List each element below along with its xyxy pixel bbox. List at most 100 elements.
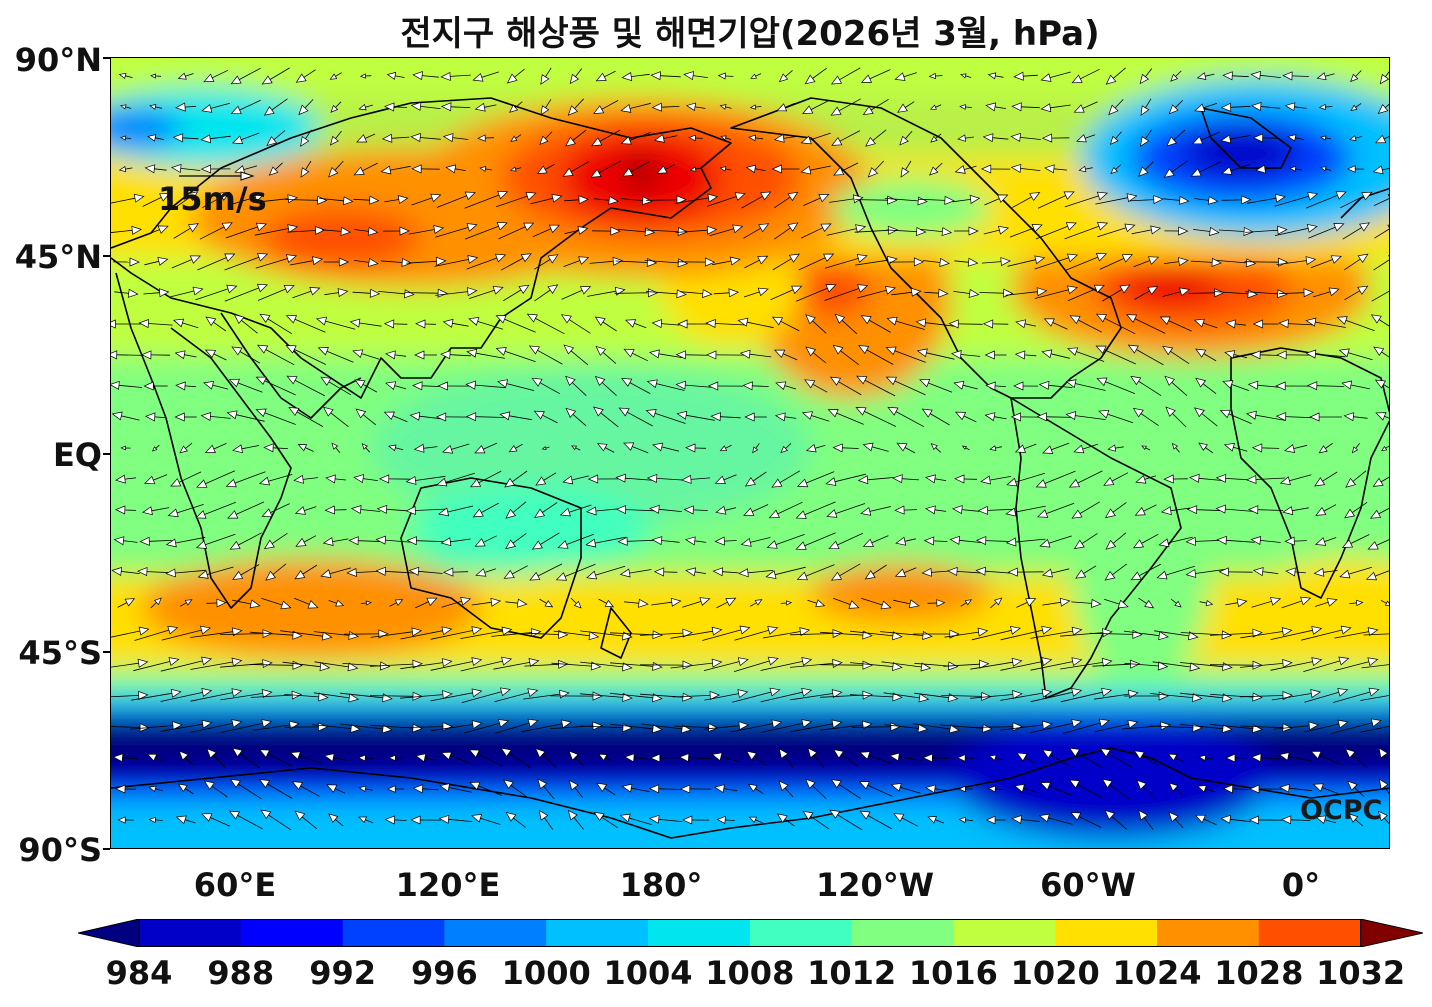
wind-arrow-shaft — [213, 353, 227, 361]
pressure-field — [111, 58, 1389, 848]
wind-arrow-head — [204, 444, 216, 453]
lon-label-60w: 60°W — [1040, 866, 1136, 904]
wind-arrow-head — [807, 747, 818, 759]
wind-arrow-shaft — [962, 384, 978, 390]
wind-arrow-head — [652, 724, 663, 734]
wind-arrow-head — [621, 631, 633, 641]
wind-arrow-head — [201, 688, 213, 697]
wind-arrow-head — [350, 723, 361, 734]
wind-arrow-shaft — [615, 260, 648, 263]
wind-arrow-shaft — [1273, 725, 1310, 730]
wind-arrow-head — [115, 474, 126, 484]
wind-arrow-shaft — [190, 692, 233, 702]
wind-arrow-head — [256, 283, 269, 293]
wind-arrow-head — [1311, 625, 1323, 635]
wind-arrow-head — [778, 748, 789, 759]
wind-arrow-head — [1078, 165, 1087, 173]
wind-arrow-head — [468, 317, 480, 326]
wind-arrow-head — [737, 657, 749, 667]
wind-arrow-shaft — [840, 350, 859, 366]
wind-arrow-head — [776, 813, 788, 824]
wind-arrow-shaft — [733, 660, 770, 672]
wind-arrow-head — [1000, 257, 1011, 267]
wind-arrow-head — [231, 747, 243, 758]
wind-arrow-shaft — [605, 757, 614, 763]
wind-arrow-shaft — [810, 100, 830, 110]
wind-arrow-head — [689, 166, 697, 172]
wind-arrow-shaft — [609, 632, 654, 636]
wind-arrow-head — [590, 661, 602, 671]
wind-arrow-head — [443, 567, 454, 577]
wind-arrow-shaft — [610, 692, 653, 699]
wind-arrow-head — [1163, 168, 1175, 178]
wind-arrow-shaft — [249, 664, 294, 666]
wind-arrow-shaft — [1385, 71, 1389, 78]
wind-arrow-head — [988, 754, 997, 762]
wind-arrow-shaft — [1361, 664, 1389, 669]
wind-arrow-head — [410, 101, 422, 111]
wind-arrow-head — [338, 257, 350, 267]
wind-arrow-shaft — [250, 694, 293, 698]
wind-arrow-head — [957, 134, 967, 142]
wind-arrow-head — [765, 570, 777, 580]
wind-arrow-head — [203, 780, 215, 791]
wind-arrow-head — [719, 166, 727, 172]
wind-arrow-shaft — [732, 691, 772, 703]
wind-arrow-head — [253, 192, 265, 202]
wind-arrow-head — [471, 657, 483, 666]
wind-arrow-head — [706, 350, 717, 360]
wind-arrow-head — [1011, 657, 1023, 667]
wind-arrow-head — [954, 411, 967, 421]
wind-arrow-head — [834, 313, 846, 324]
wind-arrow-head — [771, 478, 783, 488]
wind-arrow-shaft — [755, 73, 762, 77]
wind-arrow-head — [509, 104, 519, 113]
wind-arrow-head — [567, 809, 578, 821]
wind-arrow-shaft — [545, 131, 553, 139]
wind-arrow-shaft — [1260, 74, 1281, 78]
wind-arrow-head — [685, 102, 697, 112]
wind-arrow-shaft — [971, 629, 1012, 641]
wind-arrow-shaft — [415, 601, 429, 609]
wind-arrow-shaft — [775, 534, 805, 545]
wind-arrow-head — [968, 226, 979, 236]
wind-arrow-shaft — [580, 693, 623, 698]
wind-arrow-shaft — [1334, 631, 1369, 639]
wind-arrow-shaft — [424, 757, 437, 761]
wind-arrow-shaft — [1145, 447, 1151, 451]
wind-arrow-head — [1247, 380, 1259, 390]
wind-arrow-head — [415, 753, 427, 763]
wind-arrow-shaft — [1112, 563, 1128, 576]
wind-arrow-head — [617, 536, 628, 546]
wind-arrow-head — [1162, 345, 1174, 356]
wind-arrow-shaft — [1015, 472, 1046, 483]
wind-arrow-head — [329, 73, 338, 80]
wind-arrow-head — [111, 411, 123, 421]
wind-arrow-shaft — [587, 290, 617, 297]
wind-arrow-head — [1252, 692, 1263, 702]
wind-arrow-shaft — [881, 661, 922, 668]
wind-arrow-head — [294, 810, 306, 821]
wind-arrow-head — [496, 222, 508, 231]
wind-arrow-head — [1274, 193, 1286, 203]
wind-arrow-head — [184, 599, 193, 606]
wind-arrow-head — [857, 475, 869, 485]
wind-arrow-shaft — [294, 318, 326, 333]
lat-label-90s: 90°S — [18, 831, 102, 869]
wind-arrow-shaft — [180, 602, 187, 607]
wind-arrow-head — [318, 692, 329, 702]
wind-arrow-shaft — [755, 106, 762, 108]
wind-arrow-head — [551, 193, 563, 203]
wind-arrow-head — [349, 318, 361, 328]
wind-arrow-head — [1284, 102, 1296, 112]
wind-arrow-shaft — [564, 230, 579, 235]
wind-arrow-shaft — [1141, 533, 1159, 544]
wind-arrow-shaft — [335, 101, 342, 108]
wind-arrow-head — [319, 662, 331, 672]
wind-arrow-shaft — [602, 351, 617, 364]
wind-arrow-shaft — [212, 69, 229, 79]
wind-arrow-head — [226, 284, 238, 294]
wind-arrow-shaft — [964, 165, 977, 170]
wind-arrow-head — [357, 754, 366, 762]
wind-arrow-head — [234, 165, 246, 174]
